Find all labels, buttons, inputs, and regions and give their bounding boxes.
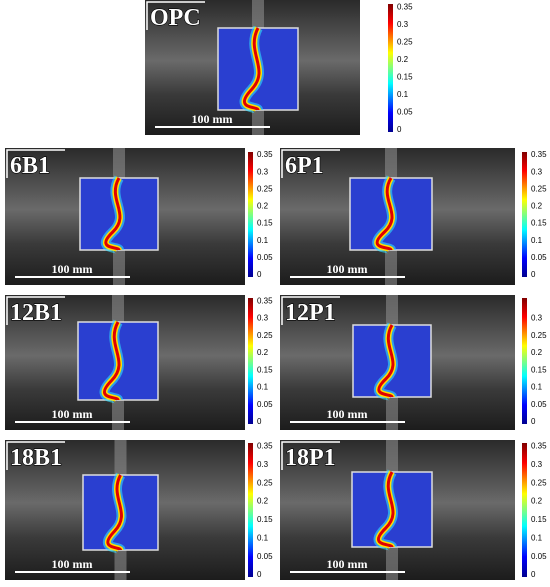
colorbar-tick-label: 0.05 — [257, 552, 273, 561]
scale-bar-label: 100 mm — [327, 262, 368, 276]
label-frame — [6, 441, 65, 470]
colorbar-tick-label: 0.35 — [257, 150, 273, 159]
colorbar-tick-label: 0.1 — [531, 533, 543, 542]
colorbar-tick-label: 0.35 — [531, 150, 547, 159]
scale-bar-label: 100 mm — [52, 407, 93, 421]
colorbar-tick-label: 0.25 — [531, 184, 547, 193]
panel-label: 18P1 — [285, 445, 336, 471]
colorbar-tick-label: 0.15 — [531, 515, 547, 524]
colorbar-tick-label: 0.3 — [531, 460, 543, 469]
colorbar-tick-label: 0.1 — [257, 533, 269, 542]
colorbar-tick-label: 0.25 — [257, 478, 273, 487]
colorbar-tick-label: 0.35 — [531, 442, 547, 451]
colorbar-tick-label: 0 — [531, 570, 536, 579]
colorbar-tick-label: 0.05 — [397, 108, 413, 117]
crack — [106, 474, 123, 552]
colorbar-tick-label: 0.25 — [531, 478, 547, 487]
colorbar-tick-label: 0.3 — [531, 314, 543, 323]
colorbar-tick-label: 0.3 — [257, 460, 269, 469]
colorbar — [248, 443, 253, 577]
panel-label: 6P1 — [285, 153, 324, 179]
colorbar — [522, 152, 527, 277]
label-frame — [281, 296, 340, 325]
colorbar-tick-label: 0.2 — [257, 497, 269, 506]
colorbar-tick-label: 0.1 — [531, 236, 543, 245]
colorbar-tick-label: 0.1 — [257, 236, 269, 245]
colorbar-tick-label: 0.3 — [257, 314, 269, 323]
colorbar-tick-label: 0 — [257, 270, 262, 279]
colorbar-tick-label: 0.05 — [257, 400, 273, 409]
scale-bar-label: 100 mm — [192, 112, 233, 126]
colorbar-tick-label: 0.35 — [257, 296, 273, 305]
colorbar-tick-label: 0.05 — [531, 253, 547, 262]
colorbar-tick-label: 0.15 — [397, 73, 413, 82]
colorbar-tick-label: 0.25 — [531, 331, 547, 340]
colorbar-tick-label: 0.35 — [397, 2, 413, 11]
colorbar-tick-label: 0.2 — [257, 202, 269, 211]
colorbar-tick-label: 0.3 — [531, 167, 543, 176]
colorbar-tick-label: 0 — [531, 270, 536, 279]
scale-bar-label: 100 mm — [52, 557, 93, 571]
crack — [103, 321, 121, 402]
colorbar — [388, 4, 393, 132]
colorbar — [248, 152, 253, 277]
colorbar-tick-label: 0 — [257, 417, 262, 426]
colorbar — [522, 443, 527, 577]
colorbar-tick-label: 0 — [531, 417, 536, 426]
panel-label: 18B1 — [10, 445, 62, 471]
label-frame — [6, 149, 65, 178]
colorbar-tick-label: 0.25 — [257, 331, 273, 340]
colorbar-tick-label: 0.05 — [531, 400, 547, 409]
colorbar-tick-label: 0.2 — [531, 348, 543, 357]
colorbar-tick-label: 0.25 — [257, 184, 273, 193]
panel-label: OPC — [150, 5, 201, 31]
scale-bar-label: 100 mm — [327, 407, 368, 421]
colorbar-tick-label: 0 — [257, 570, 262, 579]
colorbar-tick-label: 0.1 — [531, 383, 543, 392]
colorbar-tick-label: 0.2 — [257, 348, 269, 357]
colorbar-tick-label: 0.05 — [257, 253, 273, 262]
colorbar-tick-label: 0.2 — [531, 497, 543, 506]
colorbar-tick-label: 0.1 — [257, 383, 269, 392]
panel-label: 6B1 — [10, 153, 50, 179]
scale-bar-label: 100 mm — [327, 557, 368, 571]
panel-label: 12P1 — [285, 300, 336, 326]
colorbar-tick-label: 0.15 — [257, 515, 273, 524]
colorbar-tick-label: 0.15 — [257, 219, 273, 228]
label-frame — [281, 441, 340, 470]
label-frame — [281, 149, 340, 178]
crack — [377, 324, 395, 399]
colorbar-tick-label: 0.3 — [397, 20, 409, 29]
colorbar-tick-label: 0.3 — [257, 167, 269, 176]
colorbar-tick-label: 0.25 — [397, 37, 413, 46]
panel-label: 12B1 — [10, 300, 62, 326]
colorbar-tick-label: 0.2 — [531, 202, 543, 211]
colorbar-tick-label: 0.2 — [397, 55, 409, 64]
crack — [104, 177, 122, 252]
label-frame — [146, 1, 205, 30]
crack — [375, 177, 394, 252]
colorbar-tick-label: 0.15 — [257, 365, 273, 374]
colorbar-tick-label: 0.15 — [531, 219, 547, 228]
colorbar-tick-label: 0.15 — [531, 365, 547, 374]
scale-bar-label: 100 mm — [52, 262, 93, 276]
crack — [243, 27, 261, 112]
colorbar — [248, 298, 253, 424]
crack — [377, 471, 395, 549]
colorbar-tick-label: 0.05 — [531, 552, 547, 561]
colorbar-tick-label: 0 — [397, 125, 402, 134]
colorbar — [522, 298, 527, 424]
colorbar-tick-label: 0.35 — [257, 442, 273, 451]
colorbar-tick-label: 0.1 — [397, 90, 409, 99]
label-frame — [6, 296, 65, 325]
